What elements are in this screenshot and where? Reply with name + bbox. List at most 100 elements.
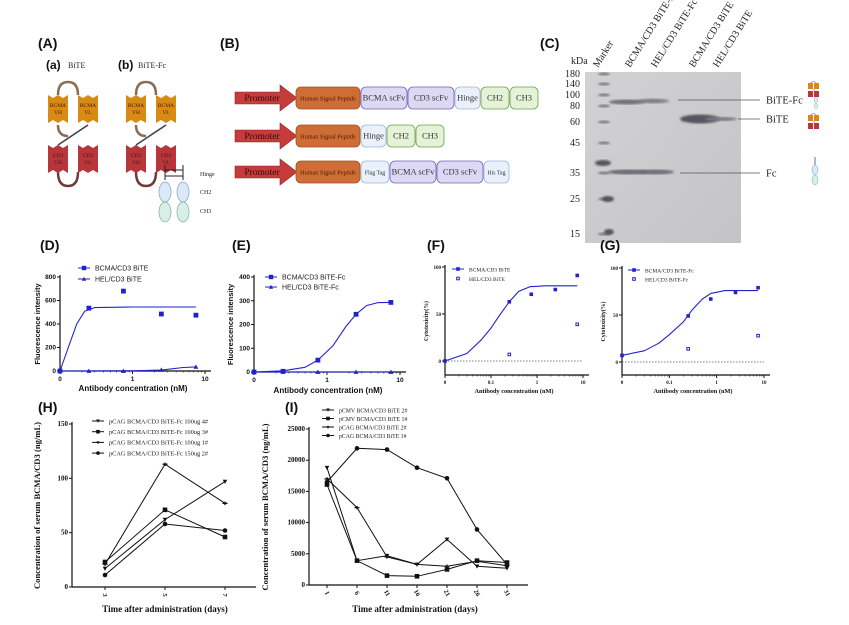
y-axis-title: Fluorescence intensity xyxy=(33,283,42,365)
series-hel-cd3-bite-fc xyxy=(686,333,760,351)
marker-band xyxy=(598,104,610,108)
marker-band xyxy=(598,72,610,76)
segment-his-tag: His Tag xyxy=(483,160,510,184)
marker-band xyxy=(598,171,610,175)
x-tick-label: 1 xyxy=(323,590,331,596)
data-point-circle xyxy=(384,447,390,452)
data-point-triangle-down xyxy=(474,564,480,569)
data-point-square xyxy=(324,482,330,487)
y-tick-label: 300 xyxy=(239,298,250,305)
data-point-open-square xyxy=(575,322,580,327)
panel-label: (D) xyxy=(40,237,59,253)
data-point-star xyxy=(414,562,420,567)
data-point-square xyxy=(96,429,100,434)
panel-a-label: (A) xyxy=(38,35,57,51)
x-axis-title: Time after administration (days) xyxy=(352,604,477,614)
series-pcmv-bcma-cd3-bite-2- xyxy=(324,465,510,571)
data-point-triangle xyxy=(86,368,92,373)
panel-label: (G) xyxy=(600,237,620,253)
band-label-bite: BiTE xyxy=(766,115,789,126)
band-label-fc: Fc xyxy=(766,169,777,180)
legend-label: BCMA/CD3 BiTE xyxy=(469,267,511,273)
marker-kda-label: 60 xyxy=(570,117,580,128)
y-tick-label: 200 xyxy=(45,345,56,352)
y-tick-label: 0 xyxy=(302,581,306,589)
legend-label: pCAG BCMA/CD3 BiTE-Fc 100ug 1# xyxy=(109,440,209,447)
data-point-square xyxy=(553,287,558,292)
y-tick-label: 150 xyxy=(58,420,69,428)
legend-item: pCAG BCMA/CD3 BiTE 2# xyxy=(322,425,407,431)
panel-label: (E) xyxy=(232,237,251,253)
data-point-triangle xyxy=(280,369,286,374)
data-point-circle xyxy=(222,528,228,533)
x-tick-label: 0 xyxy=(621,381,624,386)
data-point-square xyxy=(756,285,760,290)
data-point-star xyxy=(96,441,100,444)
data-point-star xyxy=(222,501,228,506)
chart-e: (E) 0 100 200 300 400 0 1 10 Antibody concentrati… xyxy=(226,237,406,395)
segment-bcma-scfv: BCMA scFv xyxy=(389,160,437,184)
data-point-circle xyxy=(102,572,108,578)
y-axis-title: Fluorescence intensity xyxy=(226,283,235,365)
data-point-square xyxy=(414,573,420,579)
series-pcag-bcma-cd3-bite-fc-100ug-1- xyxy=(102,462,228,566)
segment-label: Human Signal Peptide xyxy=(300,96,356,103)
data-point-circle xyxy=(444,475,450,481)
promoter-label: Promoter xyxy=(244,168,280,178)
data-point-star xyxy=(474,559,480,564)
segment-flag-tag: Flag Tag xyxy=(360,160,390,184)
protein-band xyxy=(680,114,720,124)
domain-name: CD3 xyxy=(83,153,94,159)
series-bcma-cd3-bite xyxy=(443,273,580,363)
domain-chain: VH xyxy=(54,160,62,166)
x-tick-label: 0 xyxy=(252,377,256,384)
segment-label: Flag Tag xyxy=(365,171,385,177)
y-tick-label: 10000 xyxy=(288,519,306,527)
y-tick-label: 100 xyxy=(434,266,442,271)
segment-ch2: CH2 xyxy=(386,124,416,148)
panel-b-constructs: (B) Promoter Human Signal Peptide BCMA scF… xyxy=(220,35,539,186)
legend-item: pCMV BCMA/CD3 BiTE 2# xyxy=(322,408,407,414)
y-tick-label: 100 xyxy=(239,345,250,352)
construct-row: Promoter Human Signal Peptide Flag Tag BCMA… xyxy=(234,158,510,186)
data-point-star xyxy=(354,505,360,510)
data-point-triangle-down xyxy=(324,465,330,470)
data-point-circle xyxy=(354,446,360,451)
data-point-square xyxy=(158,311,164,317)
data-point-triangle xyxy=(388,369,394,374)
segment-ch3: CH3 xyxy=(415,124,445,148)
legend-item: pCAG BCMA/CD3 BiTE-Fc 150ug 2# xyxy=(92,450,209,457)
legend-label: BCMA/CD3 BiTE-Fc xyxy=(645,268,694,274)
y-tick-label: 0 xyxy=(52,368,56,375)
data-point-star xyxy=(102,562,108,566)
legend-item: HEL/CD3 BiTE-Fc xyxy=(632,277,689,283)
ch3-label: CH3 xyxy=(200,209,211,215)
x-tick-label: 16 xyxy=(412,589,422,599)
marker-kda-label: 100 xyxy=(565,90,580,101)
data-point-square xyxy=(733,290,738,295)
y-tick-label: 100 xyxy=(611,267,619,272)
data-point-triangle-down xyxy=(326,408,330,412)
subpanel-b-title: BiTE-Fc xyxy=(138,61,166,70)
domain-chain: VL xyxy=(84,110,92,116)
protein-band xyxy=(609,99,645,105)
data-point-square xyxy=(575,273,580,278)
series-line xyxy=(104,463,226,565)
series-pcag-bcma-cd3-bite-fc-150ug-2- xyxy=(102,521,228,578)
segment-hinge: Hinge xyxy=(360,124,387,148)
promoter-label: Promoter xyxy=(244,132,280,142)
protein-band xyxy=(637,98,669,104)
segment-cd3-scfv: CD3 scFv xyxy=(436,160,484,184)
marker-kda-label: 15 xyxy=(570,229,580,240)
series-pcag-bcma-cd3-bite-2- xyxy=(324,477,510,569)
y-tick-label: 50 xyxy=(613,314,619,319)
series-pcag-bcma-cd3-bite-1- xyxy=(324,446,510,567)
segment-label: CD3 scFv xyxy=(443,167,478,177)
legend-label: pCAG BCMA/CD3 BiTE-Fc 100ug 3# xyxy=(109,429,209,436)
